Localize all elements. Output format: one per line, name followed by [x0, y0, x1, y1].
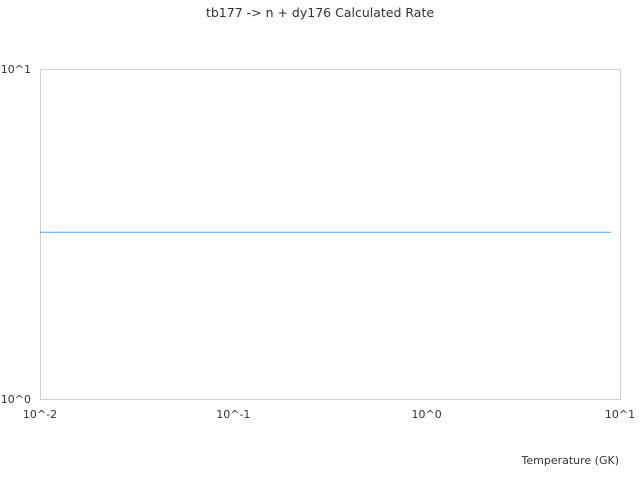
y-tick-label: 10^0 — [1, 393, 31, 406]
x-tick-label: 10^-2 — [23, 408, 57, 421]
chart-title: tb177 -> n + dy176 Calculated Rate — [206, 5, 434, 20]
y-tick-label: 10^1 — [1, 63, 31, 76]
x-axis-label: Temperature (GK) — [521, 454, 620, 467]
x-tick-label: 10^-1 — [216, 408, 250, 421]
x-tick-label: 10^1 — [605, 408, 635, 421]
plot-frame — [40, 69, 621, 400]
x-tick-label: 10^0 — [412, 408, 442, 421]
